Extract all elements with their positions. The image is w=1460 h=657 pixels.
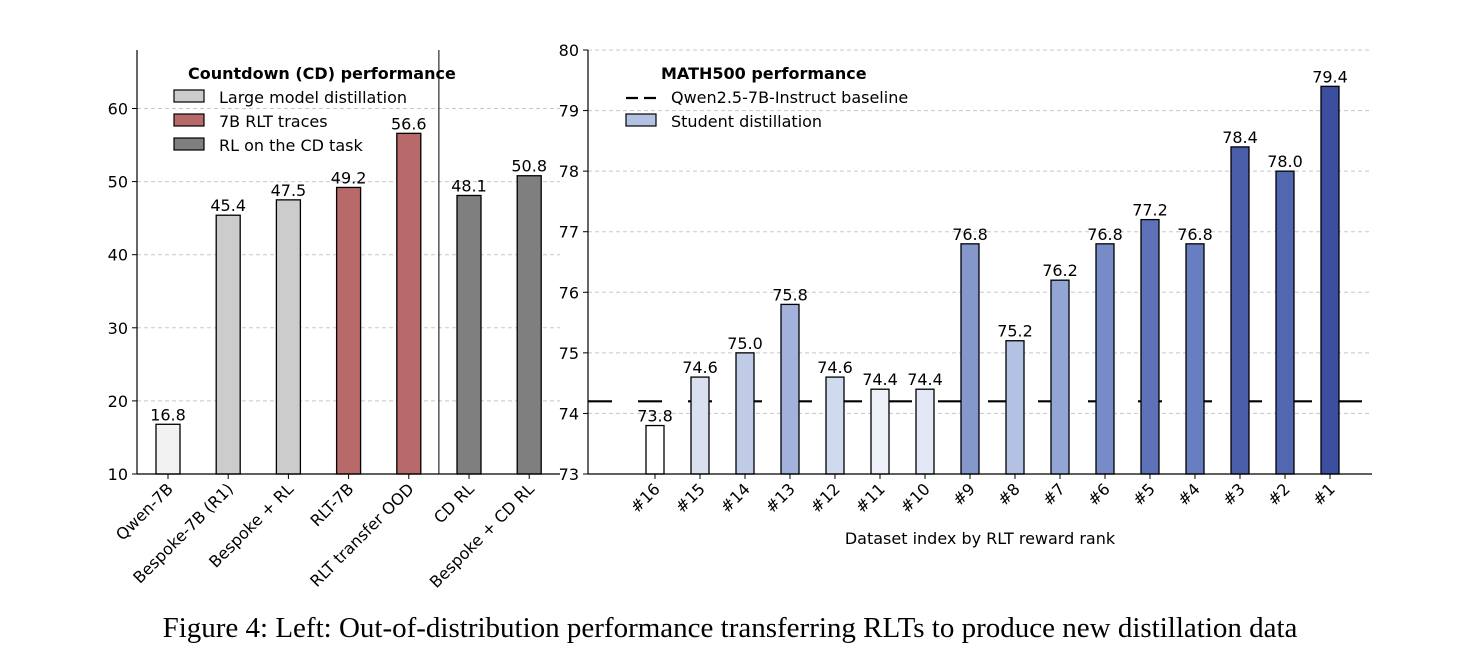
y-tick-label: 80 bbox=[559, 41, 579, 60]
bar-#8 bbox=[1005, 340, 1025, 475]
x-tick-label: #10 bbox=[897, 479, 934, 516]
legend-label: RL on the CD task bbox=[219, 136, 363, 155]
y-tick-label: 74 bbox=[559, 404, 579, 423]
bar-Qwen-7B bbox=[155, 423, 181, 475]
x-tick-label: #14 bbox=[717, 479, 754, 516]
y-tick-label: 50 bbox=[108, 173, 128, 192]
data-label: 74.4 bbox=[862, 370, 898, 389]
data-label: 50.8 bbox=[511, 157, 547, 176]
x-tick-label: RLT transfer OOD bbox=[306, 479, 417, 590]
legend-swatch bbox=[173, 137, 205, 151]
x-tick-label: #8 bbox=[994, 479, 1024, 509]
data-label: 75.0 bbox=[727, 334, 763, 353]
legend-swatch bbox=[173, 89, 205, 103]
data-label: 49.2 bbox=[331, 168, 367, 187]
data-label: 76.8 bbox=[1087, 225, 1123, 244]
x-tick-label: #1 bbox=[1309, 479, 1339, 509]
bar-#15 bbox=[690, 376, 710, 475]
y-tick-label: 30 bbox=[108, 319, 128, 338]
x-tick-label: #9 bbox=[949, 479, 979, 509]
x-tick-label: CD RL bbox=[430, 479, 478, 527]
x-tick-label: Bespoke-7B (R1) bbox=[129, 479, 237, 587]
data-label: 74.4 bbox=[907, 370, 943, 389]
x-tick-label: #12 bbox=[807, 479, 844, 516]
bar-#13 bbox=[780, 303, 800, 475]
legend-swatch bbox=[173, 113, 205, 127]
x-tick-label: #6 bbox=[1084, 479, 1114, 509]
legend-swatch bbox=[625, 113, 657, 127]
data-label: 74.6 bbox=[817, 358, 853, 377]
chart-panel-0: 10 20 30 40 50 60 16.8 Qwen-7B 45.4 Bespoke-7B (R… bbox=[108, 50, 560, 592]
bar-CD RL bbox=[456, 194, 482, 475]
x-tick-label: #2 bbox=[1264, 479, 1294, 509]
legend-label: Qwen2.5-7B-Instruct baseline bbox=[671, 88, 908, 107]
data-label: 78.0 bbox=[1267, 152, 1303, 171]
x-tick-label: #11 bbox=[852, 479, 889, 516]
bar-#16 bbox=[645, 424, 665, 475]
x-tick-label: #4 bbox=[1174, 479, 1204, 509]
y-tick-label: 60 bbox=[108, 99, 128, 118]
bar-#12 bbox=[825, 376, 845, 475]
x-tick-label: #13 bbox=[762, 479, 799, 516]
bar-RLT-7B bbox=[335, 186, 362, 475]
data-label: 48.1 bbox=[451, 176, 487, 195]
legend-label: Large model distillation bbox=[219, 88, 407, 107]
x-tick-label: RLT-7B bbox=[306, 479, 357, 530]
y-tick-label: 10 bbox=[108, 465, 128, 484]
x-tick-label: Bespoke + CD RL bbox=[426, 479, 538, 591]
bar-#11 bbox=[870, 388, 890, 475]
bar-#4 bbox=[1185, 243, 1205, 475]
bar-Bespoke + RL bbox=[275, 199, 302, 475]
bar-#2 bbox=[1275, 170, 1295, 475]
legend-title: MATH500 performance bbox=[661, 64, 867, 83]
bar-#6 bbox=[1095, 243, 1115, 475]
y-tick-label: 20 bbox=[108, 392, 128, 411]
x-tick-label: Qwen-7B bbox=[112, 479, 177, 544]
data-label: 79.4 bbox=[1312, 67, 1348, 86]
x-tick-label: #5 bbox=[1129, 479, 1159, 509]
legend-label: Student distillation bbox=[671, 112, 822, 131]
data-label: 78.4 bbox=[1222, 128, 1258, 147]
x-tick-label: #3 bbox=[1219, 479, 1249, 509]
data-label: 75.2 bbox=[997, 322, 1033, 341]
y-tick-label: 77 bbox=[559, 223, 579, 242]
x-tick-label: #15 bbox=[672, 479, 709, 516]
bar-#7 bbox=[1050, 279, 1070, 475]
y-tick-label: 73 bbox=[559, 465, 579, 484]
bar-Bespoke + CD RL bbox=[516, 175, 542, 475]
legend-label: 7B RLT traces bbox=[219, 112, 328, 131]
data-label: 16.8 bbox=[150, 405, 186, 424]
bar-#14 bbox=[735, 352, 755, 475]
bar-#3 bbox=[1230, 146, 1250, 475]
bar-RLT transfer OOD bbox=[396, 132, 422, 475]
bar-#5 bbox=[1140, 218, 1160, 475]
data-label: 47.5 bbox=[271, 181, 307, 200]
x-axis-label: Dataset index by RLT reward rank bbox=[845, 529, 1116, 548]
legend-title: Countdown (CD) performance bbox=[188, 64, 456, 83]
y-tick-label: 79 bbox=[559, 102, 579, 121]
data-label: 76.8 bbox=[952, 225, 988, 244]
data-label: 75.8 bbox=[772, 285, 808, 304]
bar-Bespoke-7B (R1) bbox=[215, 214, 241, 475]
data-label: 45.4 bbox=[210, 196, 246, 215]
figure-caption: Figure 4: Left: Out-of-distribution perf… bbox=[162, 612, 1298, 644]
data-label: 73.8 bbox=[637, 407, 673, 426]
data-label: 77.2 bbox=[1132, 201, 1168, 220]
data-label: 74.6 bbox=[682, 358, 718, 377]
bar-#9 bbox=[960, 243, 980, 475]
x-tick-label: #7 bbox=[1039, 479, 1069, 509]
y-tick-label: 78 bbox=[559, 162, 579, 181]
bar-#1 bbox=[1320, 85, 1340, 475]
chart-svg: 10 20 30 40 50 60 16.8 Qwen-7B 45.4 Bespoke-7B (R… bbox=[108, 41, 1372, 592]
y-tick-label: 40 bbox=[108, 246, 128, 265]
data-label: 76.2 bbox=[1042, 261, 1078, 280]
bar-#10 bbox=[915, 388, 935, 475]
y-tick-label: 76 bbox=[559, 283, 579, 302]
x-tick-label: #16 bbox=[627, 479, 664, 516]
data-label: 56.6 bbox=[391, 114, 427, 133]
y-tick-label: 75 bbox=[559, 344, 579, 363]
data-label: 76.8 bbox=[1177, 225, 1213, 244]
chart-panel-1: 73 74 75 76 77 78 79 80 73.8 #16 74.6 #15 75.0 #14 75.… bbox=[559, 41, 1372, 548]
